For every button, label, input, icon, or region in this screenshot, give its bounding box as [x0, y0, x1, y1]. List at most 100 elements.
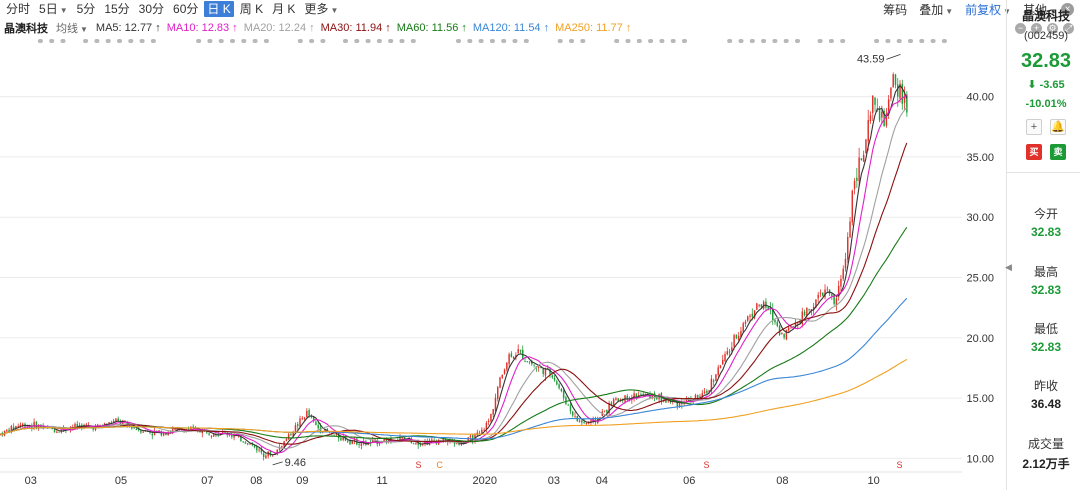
candle-body — [551, 375, 554, 378]
candle-body — [715, 374, 717, 381]
candle-body — [778, 326, 781, 335]
candle-body — [153, 430, 156, 436]
candle-body — [701, 393, 704, 398]
close-icon[interactable]: × — [1061, 2, 1074, 16]
candle-body — [824, 289, 826, 298]
candle-body — [799, 321, 801, 324]
plus-icon[interactable]: + — [1031, 22, 1042, 34]
candle-body — [303, 417, 306, 419]
period-tab-15min[interactable]: 15分 — [104, 2, 130, 16]
stat-vol-label: 成交量 — [1027, 437, 1064, 451]
candle-body — [37, 424, 40, 429]
period-tab-month-k[interactable]: 月 K — [272, 2, 296, 16]
candle-body — [553, 377, 556, 381]
ma-mode-select[interactable]: 均线 ▼ — [56, 20, 88, 36]
candle-body — [510, 353, 513, 358]
event-dot — [523, 39, 529, 43]
minus-icon[interactable]: − — [1015, 22, 1026, 34]
candle-body — [312, 416, 315, 422]
event-dot — [580, 39, 586, 43]
candle-body — [581, 420, 583, 423]
candle-body — [399, 437, 401, 440]
stock-name: 晶澳科技 — [4, 23, 48, 35]
adjust-button[interactable]: 前复权 ▼ — [965, 1, 1011, 18]
event-dot — [354, 39, 360, 43]
candle-body — [56, 431, 58, 433]
candle-body — [246, 443, 249, 445]
candle-body — [667, 400, 669, 402]
candle-body — [724, 353, 726, 362]
x-tick-label: 06 — [683, 475, 695, 487]
chip-button[interactable]: 筹码 — [883, 2, 908, 17]
candle-body — [240, 435, 242, 442]
candle-body — [285, 439, 288, 441]
candle-body — [501, 374, 504, 378]
period-tab-fenshi[interactable]: 分时 — [6, 2, 31, 16]
candle-body — [710, 378, 713, 391]
candle-body — [442, 437, 444, 443]
buy-button[interactable]: 买 — [1026, 144, 1042, 160]
other-button[interactable]: 其他 ▼ — [1023, 1, 1057, 18]
candle-body — [635, 393, 638, 398]
candle-body — [478, 432, 481, 434]
event-dot — [196, 39, 202, 43]
period-tab-30min[interactable]: 30分 — [138, 2, 165, 16]
sell-button[interactable]: 卖 — [1050, 144, 1066, 160]
event-marker: C — [436, 460, 443, 470]
candle-body — [21, 423, 24, 426]
event-dot — [37, 39, 43, 43]
candle-body — [58, 431, 60, 433]
period-tab-day-k[interactable]: 日 K — [204, 1, 234, 17]
candle-body — [751, 313, 754, 317]
candle-body — [340, 437, 342, 441]
candle-body — [78, 425, 81, 427]
candle-body — [572, 411, 574, 416]
candle-body — [221, 431, 224, 434]
candle-body — [131, 426, 133, 429]
x-tick-label: 10 — [867, 475, 879, 487]
candle-body — [33, 421, 35, 428]
candle-body — [228, 434, 231, 436]
overlay-button[interactable]: 叠加 ▼ — [919, 1, 953, 18]
event-dot — [795, 39, 800, 43]
period-tab-5day[interactable]: 5日 ▼ — [36, 1, 71, 17]
ma250-line — [0, 358, 908, 436]
candle-body — [781, 333, 783, 335]
candle-body — [540, 367, 542, 369]
candle-body — [772, 308, 774, 320]
event-dot — [738, 39, 744, 43]
candle-body — [528, 361, 531, 363]
candle-body — [567, 404, 569, 406]
y-tick-label: 35.00 — [966, 152, 994, 164]
period-tab-60min[interactable]: 60分 — [173, 2, 199, 16]
fullscreen-icon[interactable]: ⤢ — [1063, 22, 1074, 34]
stat-prev-label: 昨收 — [1033, 379, 1058, 393]
period-tab-5min[interactable]: 5分 — [76, 2, 96, 16]
toolbar-right: 筹码 叠加 ▼ 前复权 ▼ 其他 ▼ × — [871, 0, 1074, 18]
candle-body — [906, 94, 908, 113]
candle-body — [317, 425, 319, 429]
candle-body — [783, 334, 785, 338]
event-dot — [94, 39, 100, 43]
candle-body — [244, 441, 247, 444]
candle-body — [74, 423, 76, 427]
alert-bell-icon[interactable]: 🔔 — [1050, 119, 1066, 135]
candle-body — [503, 369, 506, 374]
candle-body — [251, 444, 254, 446]
event-dot — [614, 39, 620, 43]
settings-icon[interactable]: ⚙ — [1047, 22, 1058, 34]
period-tab-more[interactable]: 更多 ▼ — [301, 1, 341, 17]
candle-body — [703, 391, 706, 394]
x-tick-label: 05 — [115, 475, 127, 487]
quote-actions-top: + 🔔 — [1012, 119, 1080, 135]
candle-body — [462, 442, 465, 444]
y-tick-label: 20.00 — [966, 333, 994, 345]
candle-body — [558, 384, 560, 389]
candle-body — [137, 429, 140, 431]
event-dot — [874, 39, 880, 43]
kline-chart[interactable]: 10.00 15.00 20.00 25.00 30.00 35.00 40.00 03 05 0… — [0, 38, 1000, 490]
collapse-arrow-icon[interactable]: ◀ — [1005, 262, 1012, 272]
add-watchlist-icon[interactable]: + — [1026, 119, 1042, 135]
period-tab-week-k[interactable]: 周 K — [239, 2, 264, 16]
event-dot — [840, 39, 846, 43]
